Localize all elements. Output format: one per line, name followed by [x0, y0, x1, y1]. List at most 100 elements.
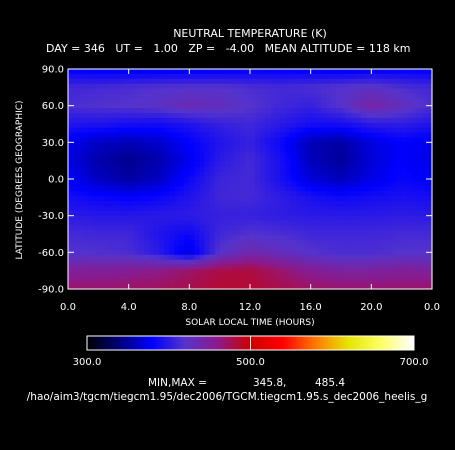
heatmap-cell	[169, 147, 175, 153]
heatmap-cell	[219, 113, 226, 119]
heatmap-cell	[411, 205, 418, 212]
heatmap-cell	[234, 225, 241, 231]
heatmap-cell	[335, 186, 342, 192]
heatmap-cell	[194, 186, 201, 192]
heatmap-cell	[361, 137, 367, 143]
heatmap-cell	[305, 103, 312, 109]
heatmap-cell	[164, 166, 170, 173]
heatmap-cell	[128, 147, 135, 153]
heatmap-cell	[133, 279, 140, 285]
heatmap-cell	[285, 122, 292, 129]
heatmap-cell	[174, 205, 180, 212]
heatmap-cell	[401, 142, 408, 148]
heatmap-cell	[219, 108, 226, 114]
heatmap-cell	[128, 235, 135, 241]
heatmap-cell	[421, 69, 428, 75]
heatmap-cell	[280, 235, 286, 241]
heatmap-cell	[426, 274, 433, 280]
heatmap-cell	[179, 264, 185, 271]
heatmap-cell	[224, 73, 231, 80]
heatmap-cell	[411, 142, 418, 148]
heatmap-cell	[224, 122, 231, 129]
heatmap-cell	[184, 259, 190, 266]
heatmap-cell	[386, 127, 393, 134]
heatmap-cell	[255, 147, 261, 153]
heatmap-cell	[123, 103, 130, 109]
heatmap-cell	[401, 171, 408, 178]
heatmap-cell	[229, 161, 236, 168]
heatmap-cell	[270, 69, 276, 75]
heatmap-cell	[346, 98, 352, 104]
heatmap-cell	[371, 191, 377, 197]
heatmap-cell	[199, 264, 206, 271]
x-tick-label: 12.0	[239, 302, 261, 313]
heatmap-cell	[376, 186, 383, 192]
heatmap-cell	[164, 259, 170, 266]
heatmap-cell	[159, 108, 165, 114]
heatmap-cell	[108, 83, 115, 90]
heatmap-cell	[239, 103, 246, 109]
heatmap-cell	[290, 117, 297, 124]
heatmap-cell	[204, 171, 211, 178]
heatmap-cell	[93, 166, 99, 173]
heatmap-cell	[280, 166, 286, 173]
heatmap-cell	[174, 201, 180, 207]
heatmap-cell	[290, 210, 297, 217]
heatmap-cell	[335, 269, 342, 275]
heatmap-cell	[73, 88, 79, 95]
heatmap-cell	[356, 73, 362, 80]
heatmap-cell	[219, 171, 226, 178]
heatmap-cell	[381, 103, 388, 109]
heatmap-cell	[244, 181, 251, 187]
heatmap-cell	[128, 122, 135, 129]
heatmap-cell	[123, 191, 130, 197]
heatmap-cell	[194, 113, 201, 119]
heatmap-cell	[224, 152, 231, 158]
heatmap-cell	[103, 73, 110, 80]
heatmap-cell	[361, 166, 367, 173]
heatmap-cell	[164, 73, 170, 80]
heatmap-cell	[113, 259, 120, 266]
heatmap-cell	[98, 284, 104, 290]
heatmap-cell	[335, 122, 342, 129]
heatmap-cell	[325, 176, 332, 183]
heatmap-cell	[376, 215, 383, 222]
heatmap-cell	[219, 196, 226, 202]
heatmap-cell	[371, 284, 377, 290]
heatmap-cell	[209, 122, 216, 129]
heatmap-cell	[179, 83, 185, 90]
heatmap-cell	[118, 284, 125, 290]
heatmap-cell	[280, 103, 286, 109]
heatmap-cell	[305, 171, 312, 178]
heatmap-cell	[406, 186, 413, 192]
heatmap-cell	[83, 220, 89, 227]
heatmap-cell	[113, 98, 120, 104]
heatmap-cell	[320, 259, 327, 266]
heatmap-cell	[356, 210, 362, 217]
heatmap-cell	[184, 269, 190, 275]
heatmap-cell	[305, 117, 312, 124]
heatmap-cell	[133, 220, 140, 227]
heatmap-cell	[335, 240, 342, 246]
heatmap-cell	[260, 176, 266, 183]
heatmap-cell	[159, 279, 165, 285]
heatmap-cell	[123, 98, 130, 104]
heatmap-cell	[376, 196, 383, 202]
heatmap-cell	[128, 113, 135, 119]
heatmap-cell	[133, 240, 140, 246]
heatmap-cell	[209, 191, 216, 197]
heatmap-cell	[361, 215, 367, 222]
heatmap-cell	[300, 88, 307, 95]
heatmap-cell	[138, 93, 145, 99]
heatmap-cell	[113, 176, 120, 183]
heatmap-cell	[169, 83, 175, 90]
heatmap-cell	[93, 176, 99, 183]
heatmap-cell	[315, 122, 322, 129]
colorbar-tick-label: 500.0	[236, 357, 265, 368]
heatmap-cell	[113, 210, 120, 217]
heatmap-cell	[371, 147, 377, 153]
heatmap-cell	[320, 127, 327, 134]
heatmap-cell	[239, 88, 246, 95]
heatmap-cell	[153, 254, 160, 261]
heatmap-cell	[88, 191, 94, 197]
